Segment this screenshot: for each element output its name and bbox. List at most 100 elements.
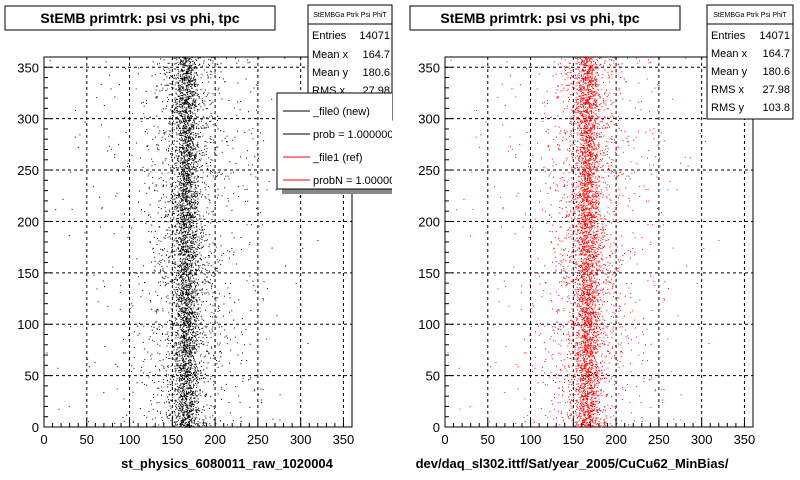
scatter-point <box>199 160 201 162</box>
scatter-point <box>194 254 196 256</box>
scatter-point <box>183 176 185 178</box>
scatter-point <box>190 236 192 238</box>
scatter-point <box>177 118 179 120</box>
scatter-point <box>174 290 176 292</box>
scatter-point <box>181 269 183 271</box>
scatter-point <box>184 416 185 418</box>
scatter-point <box>188 81 190 83</box>
scatter-point <box>183 165 185 167</box>
scatter-point <box>147 175 149 177</box>
scatter-point <box>175 151 176 153</box>
scatter-point <box>190 371 191 373</box>
scatter-point <box>205 184 207 186</box>
scatter-point <box>179 349 181 351</box>
scatter-point <box>209 202 211 204</box>
scatter-point <box>179 292 181 294</box>
scatter-point <box>167 282 169 284</box>
scatter-point <box>195 102 197 104</box>
scatter-point <box>181 216 183 218</box>
scatter-point <box>181 422 182 424</box>
scatter-point <box>153 382 155 383</box>
scatter-point <box>174 425 176 427</box>
scatter-point <box>144 282 146 283</box>
scatter-point <box>185 401 187 403</box>
scatter-point <box>171 282 173 284</box>
scatter-point <box>184 299 186 301</box>
scatter-point <box>203 117 205 119</box>
scatter-point <box>186 424 188 426</box>
scatter-point <box>217 297 219 299</box>
scatter-point <box>181 76 183 78</box>
scatter-point <box>202 377 204 379</box>
scatter-point <box>178 324 179 326</box>
scatter-point <box>186 168 188 170</box>
scatter-point <box>161 333 163 334</box>
scatter-point <box>193 400 195 402</box>
scatter-point <box>169 280 171 282</box>
scatter-point <box>179 397 181 399</box>
scatter-point <box>197 331 199 333</box>
scatter-point <box>184 64 186 66</box>
scatter-point <box>174 97 176 99</box>
scatter-point <box>189 105 191 107</box>
scatter-point <box>181 106 183 108</box>
scatter-point <box>186 405 187 407</box>
scatter-point <box>173 112 175 114</box>
scatter-point <box>177 95 179 97</box>
scatter-point <box>188 330 190 332</box>
scatter-point <box>254 156 256 158</box>
scatter-point <box>193 121 195 123</box>
scatter-point <box>181 86 183 88</box>
scatter-point <box>151 261 152 263</box>
scatter-point <box>183 148 185 149</box>
scatter-point <box>143 415 145 416</box>
scatter-point <box>183 350 185 352</box>
scatter-point <box>205 108 207 110</box>
scatter-point <box>199 265 201 267</box>
scatter-point <box>212 305 214 307</box>
scatter-point <box>190 249 192 251</box>
scatter-point <box>177 414 179 416</box>
scatter-point <box>161 390 162 391</box>
scatter-point <box>179 182 181 184</box>
scatter-point <box>178 200 180 202</box>
scatter-point <box>180 337 182 339</box>
scatter-point <box>203 218 205 220</box>
scatter-point <box>202 267 204 269</box>
scatter-point <box>186 345 188 347</box>
scatter-point <box>193 385 194 387</box>
scatter-point <box>188 179 189 181</box>
scatter-point <box>122 417 124 418</box>
scatter-point <box>185 215 187 216</box>
scatter-point <box>183 148 185 150</box>
scatter-point <box>109 74 110 76</box>
scatter-point <box>184 271 186 273</box>
scatter-point <box>189 145 191 147</box>
scatter-point <box>188 176 190 178</box>
scatter-point <box>190 80 192 82</box>
scatter-point <box>186 387 188 389</box>
scatter-point <box>185 234 187 236</box>
scatter-point <box>177 290 178 292</box>
scatter-point <box>190 256 192 258</box>
scatter-point <box>166 272 168 274</box>
scatter-point <box>188 268 190 270</box>
scatter-point <box>195 234 197 236</box>
scatter-point <box>194 391 196 393</box>
scatter-point <box>169 133 171 135</box>
scatter-point <box>87 358 89 360</box>
scatter-point <box>181 336 183 338</box>
scatter-point <box>175 286 177 288</box>
scatter-point <box>171 280 173 282</box>
scatter-point <box>188 160 190 161</box>
scatter-point <box>269 371 271 373</box>
scatter-point <box>214 305 216 307</box>
scatter-point <box>190 276 191 278</box>
scatter-point <box>197 367 199 369</box>
scatter-point <box>187 275 189 277</box>
scatter-point <box>176 176 178 178</box>
scatter-point <box>192 402 194 404</box>
scatter-point <box>206 108 208 110</box>
scatter-point <box>176 126 178 128</box>
scatter-point <box>143 105 145 107</box>
